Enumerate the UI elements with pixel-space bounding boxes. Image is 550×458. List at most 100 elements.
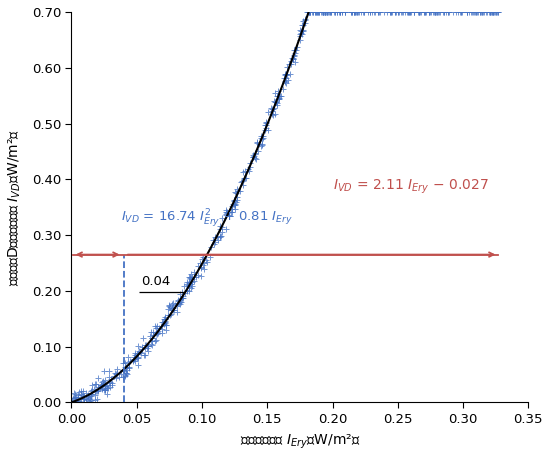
Point bbox=[148, 329, 157, 336]
Point bbox=[174, 296, 183, 304]
Point bbox=[166, 307, 175, 314]
Point bbox=[241, 174, 250, 182]
Point bbox=[269, 111, 278, 119]
Point bbox=[353, 8, 361, 16]
Point bbox=[179, 292, 188, 300]
Point bbox=[486, 8, 494, 16]
Point bbox=[383, 8, 392, 16]
Point bbox=[80, 393, 89, 400]
Point bbox=[185, 279, 194, 286]
Point bbox=[296, 30, 305, 37]
Point bbox=[147, 334, 156, 342]
Point bbox=[185, 283, 194, 290]
Point bbox=[74, 394, 82, 401]
Point bbox=[99, 381, 108, 388]
Point bbox=[393, 8, 402, 16]
Point bbox=[243, 165, 252, 172]
Point bbox=[68, 397, 76, 404]
Point bbox=[166, 311, 174, 319]
Point bbox=[317, 8, 326, 16]
Point bbox=[82, 396, 91, 403]
Point bbox=[73, 395, 81, 402]
Point bbox=[319, 8, 328, 16]
Point bbox=[404, 8, 412, 16]
Point bbox=[146, 332, 155, 339]
Point bbox=[431, 8, 439, 16]
Point bbox=[420, 8, 428, 16]
Point bbox=[108, 380, 117, 387]
Point bbox=[321, 8, 330, 16]
Point bbox=[170, 301, 179, 308]
Point bbox=[486, 8, 495, 16]
Point bbox=[398, 8, 407, 16]
Point bbox=[313, 8, 322, 16]
Point bbox=[275, 92, 284, 99]
Point bbox=[131, 351, 140, 359]
Point bbox=[493, 8, 502, 16]
Point bbox=[335, 8, 344, 16]
Point bbox=[431, 8, 440, 16]
Point bbox=[434, 8, 443, 16]
Point bbox=[371, 8, 380, 16]
Point bbox=[258, 134, 267, 142]
Point bbox=[322, 8, 331, 16]
Point bbox=[319, 8, 328, 16]
Point bbox=[463, 8, 472, 16]
Point bbox=[216, 232, 224, 240]
Point bbox=[439, 8, 448, 16]
Point bbox=[91, 387, 100, 394]
Point bbox=[452, 8, 460, 16]
Point bbox=[175, 300, 184, 307]
Point bbox=[170, 306, 179, 313]
Point bbox=[311, 8, 320, 16]
Point bbox=[94, 374, 103, 381]
Point bbox=[134, 349, 142, 356]
Point bbox=[218, 214, 227, 222]
Point bbox=[489, 8, 498, 16]
Point bbox=[318, 8, 327, 16]
Point bbox=[174, 298, 183, 305]
Point bbox=[161, 315, 169, 322]
Point bbox=[157, 318, 166, 325]
Point bbox=[95, 383, 104, 390]
Point bbox=[194, 262, 202, 270]
Point bbox=[70, 389, 79, 396]
Point bbox=[403, 8, 411, 16]
Point bbox=[410, 8, 419, 16]
Point bbox=[305, 8, 314, 16]
Point bbox=[246, 163, 255, 170]
Point bbox=[196, 259, 205, 267]
Point bbox=[103, 384, 112, 392]
Point bbox=[240, 168, 249, 175]
Point bbox=[100, 368, 109, 375]
Point bbox=[175, 291, 184, 298]
Point bbox=[425, 8, 433, 16]
Point bbox=[81, 399, 90, 406]
Point bbox=[154, 327, 163, 335]
Point bbox=[100, 377, 109, 384]
Point bbox=[225, 209, 234, 216]
Point bbox=[280, 75, 289, 82]
Point bbox=[99, 377, 108, 385]
Point bbox=[430, 8, 438, 16]
Point bbox=[262, 124, 271, 131]
Point bbox=[117, 370, 125, 377]
Point bbox=[273, 92, 282, 99]
Point bbox=[72, 399, 81, 406]
Point bbox=[280, 77, 289, 85]
Point bbox=[232, 196, 241, 204]
Point bbox=[237, 178, 246, 185]
Point bbox=[436, 8, 444, 16]
Point bbox=[333, 8, 342, 16]
Point bbox=[187, 275, 196, 282]
Point bbox=[197, 264, 206, 271]
Point bbox=[119, 367, 128, 374]
Point bbox=[72, 393, 80, 401]
Point bbox=[420, 8, 429, 16]
Point bbox=[164, 305, 173, 313]
Point bbox=[162, 321, 170, 328]
Point bbox=[228, 202, 236, 209]
Point bbox=[168, 300, 177, 307]
Point bbox=[420, 8, 429, 16]
Point bbox=[211, 239, 219, 246]
